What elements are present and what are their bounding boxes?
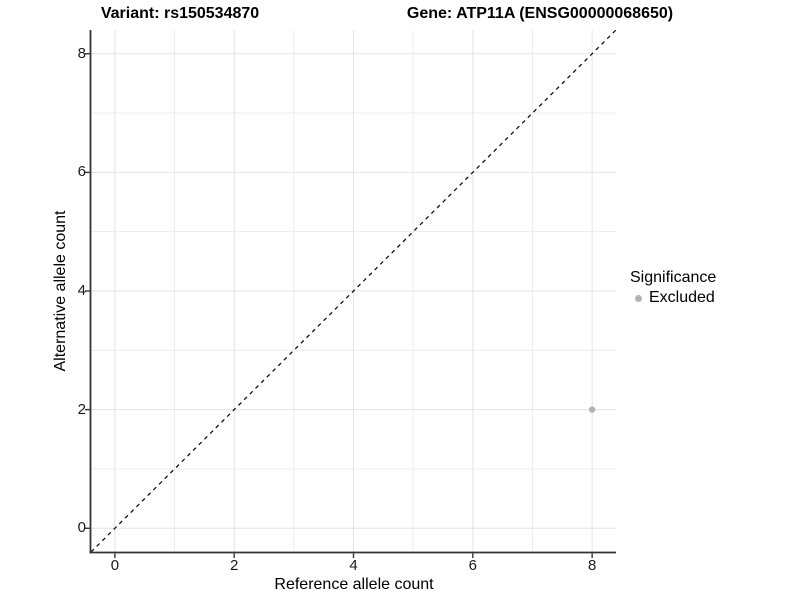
legend-entry-label: Excluded (649, 289, 715, 306)
y-tick-label-4: 4 (77, 282, 86, 299)
x-tick-label-6: 6 (468, 557, 477, 574)
x-tick-label-0: 0 (110, 557, 120, 574)
x-tick-label-2: 2 (230, 557, 239, 574)
excluded-point-icon (635, 294, 642, 302)
y-tick-label-8: 8 (77, 44, 86, 62)
identity-dashed-line (90, 29, 617, 553)
y-tick-label-0: 0 (77, 519, 86, 537)
x-axis-title: Reference allele count (274, 576, 434, 593)
legend-entry-excluded: Excluded (630, 288, 716, 308)
legend-title: Significance (630, 269, 717, 286)
variant-title: Variant: rs150534870 (100, 5, 260, 22)
y-tick-label-6: 6 (77, 163, 86, 181)
x-tick-label-4: 4 (349, 557, 358, 574)
x-tick-label-8: 8 (587, 557, 597, 574)
legend: Significance Excluded (630, 268, 716, 308)
gene-title: Gene: ATP11A (ENSG00000068650) (406, 5, 674, 22)
y-tick-label-2: 2 (77, 400, 86, 418)
data-point (588, 406, 596, 413)
